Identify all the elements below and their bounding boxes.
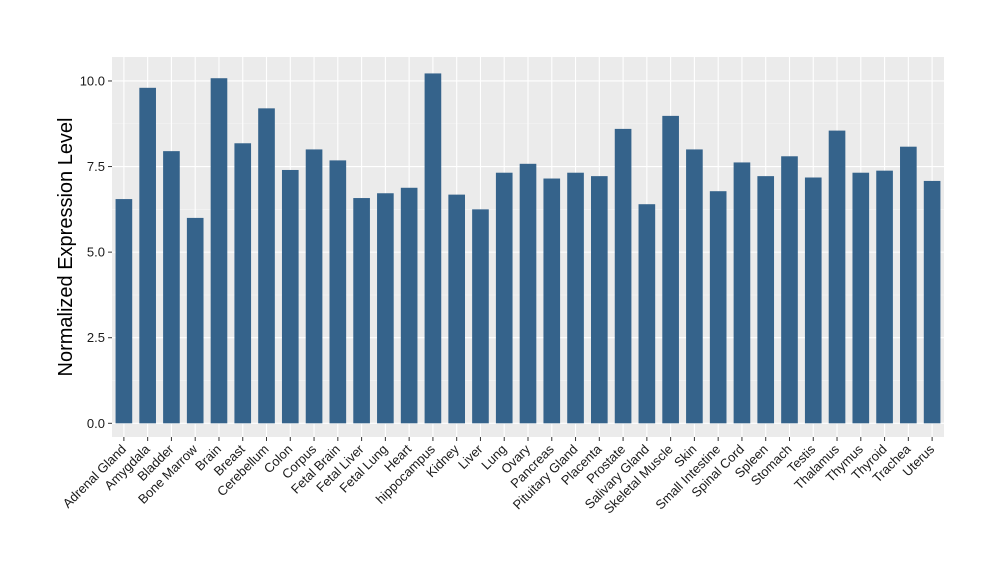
bar (210, 78, 228, 424)
bar (638, 204, 656, 424)
y-tick-label: 7.5 (87, 159, 105, 174)
bar (852, 172, 870, 424)
bar (876, 170, 893, 424)
y-axis: 0.0 2.5 5.0 7.5 10.0 (80, 73, 112, 431)
bar (281, 169, 299, 424)
bar (709, 191, 727, 424)
bar (686, 149, 703, 424)
bar (900, 146, 917, 424)
bar (567, 172, 584, 424)
y-tick-label: 2.5 (87, 330, 105, 345)
bar (590, 176, 608, 424)
bar (781, 156, 798, 424)
bar (258, 108, 275, 424)
bar (662, 115, 679, 424)
y-tick-label: 0.0 (87, 416, 105, 431)
y-tick-label: 10.0 (80, 73, 105, 88)
bar (804, 177, 822, 424)
bar (757, 176, 775, 424)
bar (543, 178, 561, 424)
bar (472, 209, 489, 424)
bar (519, 163, 537, 424)
bars (115, 73, 941, 424)
bar (305, 149, 323, 424)
bar (400, 187, 418, 424)
y-tick-label: 5.0 (87, 245, 105, 260)
bar (424, 73, 442, 424)
bar (353, 198, 370, 424)
bar (495, 172, 513, 424)
bar (329, 160, 347, 424)
bar (733, 162, 751, 424)
bar (923, 180, 941, 424)
bar (828, 130, 846, 424)
bar (186, 217, 204, 424)
bar (139, 87, 156, 424)
bar (234, 143, 252, 424)
y-axis-title: Normalized Expression Level (55, 117, 77, 376)
bar (377, 193, 394, 424)
x-tick-label: Liver (455, 441, 486, 472)
bar (163, 151, 180, 424)
bar (614, 128, 632, 424)
bar (448, 194, 466, 424)
bar (115, 199, 133, 424)
